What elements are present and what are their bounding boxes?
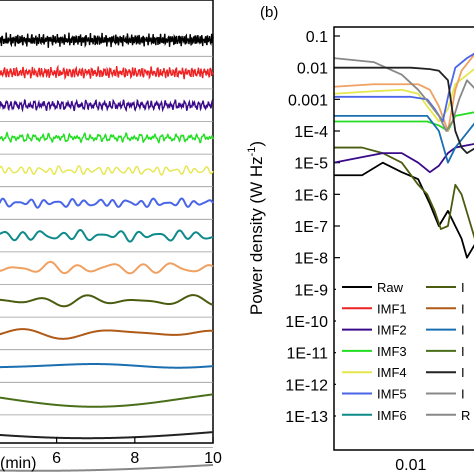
legend-label: IMF6	[377, 408, 407, 423]
panel-b-y-axis-label-end: )	[247, 141, 266, 147]
panel-a: 6 8 10 (min)	[0, 0, 222, 472]
panel-b-series-line	[334, 146, 474, 240]
panel-b-y-axis-label: Power density (W Hz-1)	[246, 141, 266, 315]
panel-b-frame	[333, 26, 474, 451]
panel-a-series	[0, 32, 214, 472]
panel-a-series-line	[0, 197, 214, 209]
panel-b-series-line	[333, 143, 474, 174]
panel-b-series-line	[334, 66, 474, 155]
panel-b-y-axis-label-sup: -1	[246, 147, 258, 157]
panel-a-x-tick-label: 8	[130, 450, 139, 467]
panel-a-series-line	[0, 260, 214, 275]
legend-label: I	[461, 323, 465, 338]
panel-a-series-line	[0, 64, 214, 81]
panel-b-legend-bg	[336, 270, 474, 450]
panel-b-y-tick-label: 1E-9	[294, 282, 328, 299]
legend-label: I	[461, 344, 465, 359]
panel-b-series-line	[334, 114, 474, 164]
panel-b-y-tick-label: 1E-13	[285, 409, 328, 426]
panel-b-y-tick-label: 1E-4	[294, 124, 328, 141]
legend-label: IMF4	[377, 365, 407, 380]
panel-b-y-axis: 0.1 0.01 0.001 1E-4 1E-5 1E-6 1E-7 1E-8 1E-9 1E-1…	[285, 29, 340, 426]
panel-b-series	[333, 52, 474, 259]
legend-label: IMF1	[377, 301, 407, 316]
legend-label: I	[461, 387, 465, 402]
panel-b-y-tick-label: 1E-10	[285, 314, 328, 331]
panel-b-y-tick-label: 1E-7	[294, 219, 328, 236]
panel-a-baselines	[0, 55, 213, 448]
panel-a-x-axis: 6 8 10	[52, 437, 222, 467]
panel-a-series-line	[0, 229, 214, 243]
panel-b-series-line	[333, 57, 474, 132]
legend-label: I	[461, 280, 465, 295]
panel-b-y-tick-label: 1E-6	[294, 187, 328, 204]
panel-a-x-tick-label: 10	[204, 450, 222, 467]
panel-a-frame	[0, 0, 214, 444]
panel-b-x-tick-label: 0.01	[395, 457, 426, 474]
panel-a-series-line	[0, 463, 214, 472]
panel-b-y-tick-label: 1E-5	[294, 156, 328, 173]
panel-b-series-line	[333, 68, 474, 123]
panel-a-series-line	[0, 294, 214, 308]
panel-a-series-line	[0, 363, 214, 369]
panel-b-y-tick-label: 0.01	[297, 61, 328, 78]
legend-label: Raw	[377, 280, 404, 295]
legend-label: IMF2	[377, 323, 407, 338]
panel-a-series-line	[0, 131, 214, 144]
panel-b: (b) Power density (W Hz-1) 0.1 0.01 0.001 1…	[246, 4, 474, 474]
panel-b-series-line	[334, 161, 474, 259]
panel-b-series-line	[333, 53, 474, 132]
panel-a-series-line	[0, 165, 214, 176]
panel-a-x-tick-label: 6	[52, 450, 61, 467]
legend-label: I	[461, 301, 465, 316]
panel-a-x-axis-label: (min)	[0, 455, 36, 472]
panel-b-y-tick-label: 1E-12	[285, 377, 328, 394]
panel-a-series-line	[0, 32, 214, 48]
panel-b-y-tick-label: 0.001	[288, 92, 328, 109]
panel-a-series-line	[0, 328, 214, 340]
panel-b-label: (b)	[260, 4, 278, 21]
panel-a-series-line	[0, 431, 214, 440]
panel-b-y-tick-label: 0.1	[306, 29, 328, 46]
panel-b-y-tick-label: 1E-8	[294, 251, 328, 268]
legend-label: IMF5	[377, 387, 407, 402]
panel-b-y-axis-label-main: Power density (W Hz	[247, 156, 266, 315]
panel-a-series-line	[0, 98, 214, 113]
legend-label: I	[461, 365, 465, 380]
legend-label: R	[461, 408, 470, 423]
panel-b-y-tick-label: 1E-11	[286, 346, 328, 363]
panel-a-series-line	[0, 393, 214, 408]
legend-label: IMF3	[377, 344, 407, 359]
